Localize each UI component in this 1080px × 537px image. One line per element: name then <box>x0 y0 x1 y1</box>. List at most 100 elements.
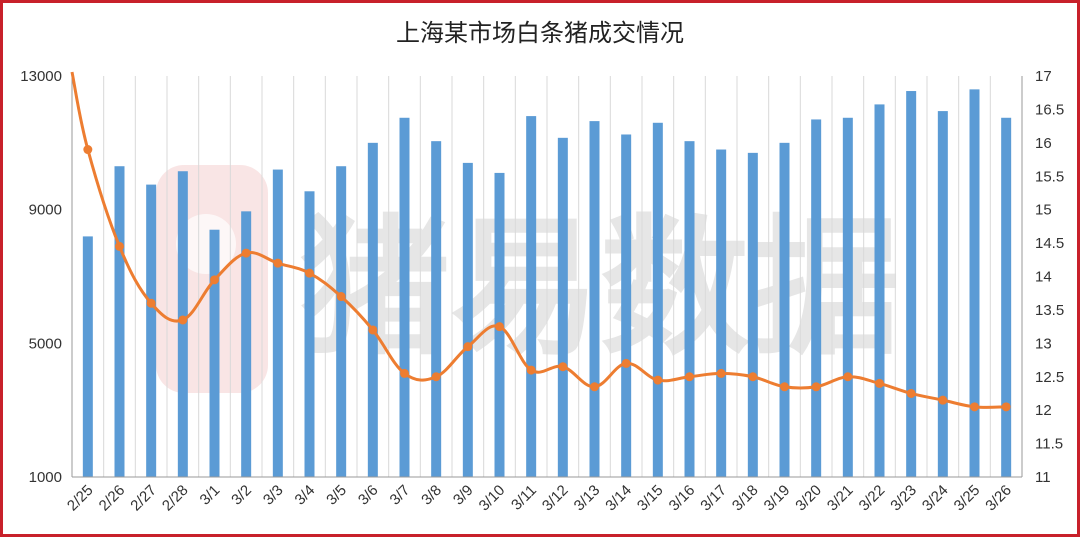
y-left-tick-label: 13000 <box>20 68 62 85</box>
y-right-tick-label: 13.5 <box>1035 302 1064 319</box>
price-point <box>178 315 188 325</box>
bar <box>462 162 473 477</box>
x-tick-label: 3/21 <box>824 482 857 515</box>
bar <box>747 152 758 477</box>
bar <box>906 91 917 477</box>
line-series <box>70 71 1011 412</box>
x-tick-label: 3/23 <box>887 482 920 515</box>
price-point <box>1001 402 1011 412</box>
x-tick-label: 3/15 <box>634 482 667 515</box>
y-left-tick-label: 1000 <box>29 469 62 486</box>
bar <box>304 191 315 477</box>
y-right-tick-label: 14 <box>1035 269 1052 286</box>
x-tick-label: 2/26 <box>96 482 129 515</box>
price-point <box>526 365 536 375</box>
bar-series <box>82 89 1012 478</box>
x-tick-label: 3/25 <box>951 482 984 515</box>
tick-labels: 13000 9000 5000 1000 17 16.5 16 15.5 15 14.5 14 13.… <box>20 68 1064 514</box>
x-tick-label: 2/25 <box>64 482 97 515</box>
x-tick-label: 3/5 <box>323 482 350 509</box>
y-right-tick-label: 12 <box>1035 402 1052 419</box>
bar <box>621 134 632 477</box>
price-point <box>811 382 821 392</box>
y-right-tick-label: 17 <box>1035 68 1052 85</box>
y-right-tick-label: 16.5 <box>1035 101 1064 118</box>
y-right-tick-label: 12.5 <box>1035 369 1064 386</box>
price-point <box>558 362 568 372</box>
price-point <box>146 298 156 308</box>
x-tick-label: 3/3 <box>260 482 287 509</box>
bar <box>842 117 853 477</box>
bar <box>431 141 442 477</box>
watermark-logo-hole <box>176 214 236 274</box>
watermark-text: 猪易数据 <box>300 202 900 376</box>
bar <box>557 137 568 477</box>
x-tick-label: 3/11 <box>508 482 540 514</box>
y-left-tick-label: 9000 <box>29 202 62 219</box>
x-tick-label: 3/10 <box>476 482 509 515</box>
x-tick-label: 3/1 <box>197 482 224 509</box>
x-tick-label: 3/4 <box>292 482 319 509</box>
x-tick-label: 2/28 <box>159 482 192 515</box>
price-point <box>463 342 473 352</box>
price-point <box>83 145 93 155</box>
y-right-tick-label: 16 <box>1035 135 1052 152</box>
bar <box>336 166 347 477</box>
bar <box>779 142 790 478</box>
bar <box>716 149 727 477</box>
price-point <box>843 372 853 382</box>
price-point <box>305 268 314 278</box>
bar <box>1001 117 1012 477</box>
x-tick-label: 3/8 <box>418 482 445 509</box>
price-point <box>495 322 504 332</box>
price-point <box>716 368 726 378</box>
bar <box>82 236 93 477</box>
bar <box>399 117 410 477</box>
y-right-tick-label: 11 <box>1035 469 1051 486</box>
x-tick-label: 3/14 <box>602 482 635 515</box>
axis-layer <box>71 76 1023 478</box>
price-point <box>368 325 378 335</box>
price-point <box>621 358 631 368</box>
y-left-tick-label: 5000 <box>29 335 62 352</box>
price-point <box>210 275 219 285</box>
price-point <box>590 382 599 392</box>
price-point <box>336 292 346 302</box>
y-right-tick-label: 13 <box>1035 335 1052 352</box>
y-right-tick-label: 14.5 <box>1035 235 1064 252</box>
chart-title: 上海某市场白条猪成交情况 <box>396 19 684 47</box>
bar <box>526 116 537 477</box>
bar <box>589 121 600 478</box>
bar <box>652 122 663 478</box>
price-point <box>780 382 789 392</box>
x-tick-label: 3/13 <box>571 482 604 515</box>
y-right-tick-label: 15.5 <box>1035 168 1064 185</box>
x-tick-label: 3/7 <box>387 482 414 509</box>
y-right-tick-label: 15 <box>1035 202 1052 219</box>
x-tick-label: 2/27 <box>127 482 160 515</box>
price-point <box>241 248 251 258</box>
x-tick-label: 3/17 <box>697 482 730 515</box>
bar <box>684 141 695 477</box>
x-tick-label: 3/20 <box>792 482 825 515</box>
price-point <box>748 372 758 382</box>
x-tick-label: 3/16 <box>666 482 699 515</box>
x-tick-label: 3/19 <box>761 482 794 515</box>
price-point <box>115 241 124 251</box>
bar <box>937 111 948 478</box>
x-tick-label: 3/24 <box>919 482 952 515</box>
bar <box>367 142 378 478</box>
price-point <box>685 372 694 382</box>
price-point <box>273 258 283 268</box>
x-tick-label: 3/22 <box>856 482 889 515</box>
price-point <box>875 378 884 388</box>
bar <box>241 211 252 477</box>
bar <box>874 104 885 477</box>
bar <box>209 229 220 477</box>
price-point <box>970 402 979 412</box>
price-point <box>400 368 409 378</box>
bar <box>811 119 822 478</box>
x-tick-label: 3/18 <box>729 482 762 515</box>
x-tick-label: 3/6 <box>355 482 382 509</box>
